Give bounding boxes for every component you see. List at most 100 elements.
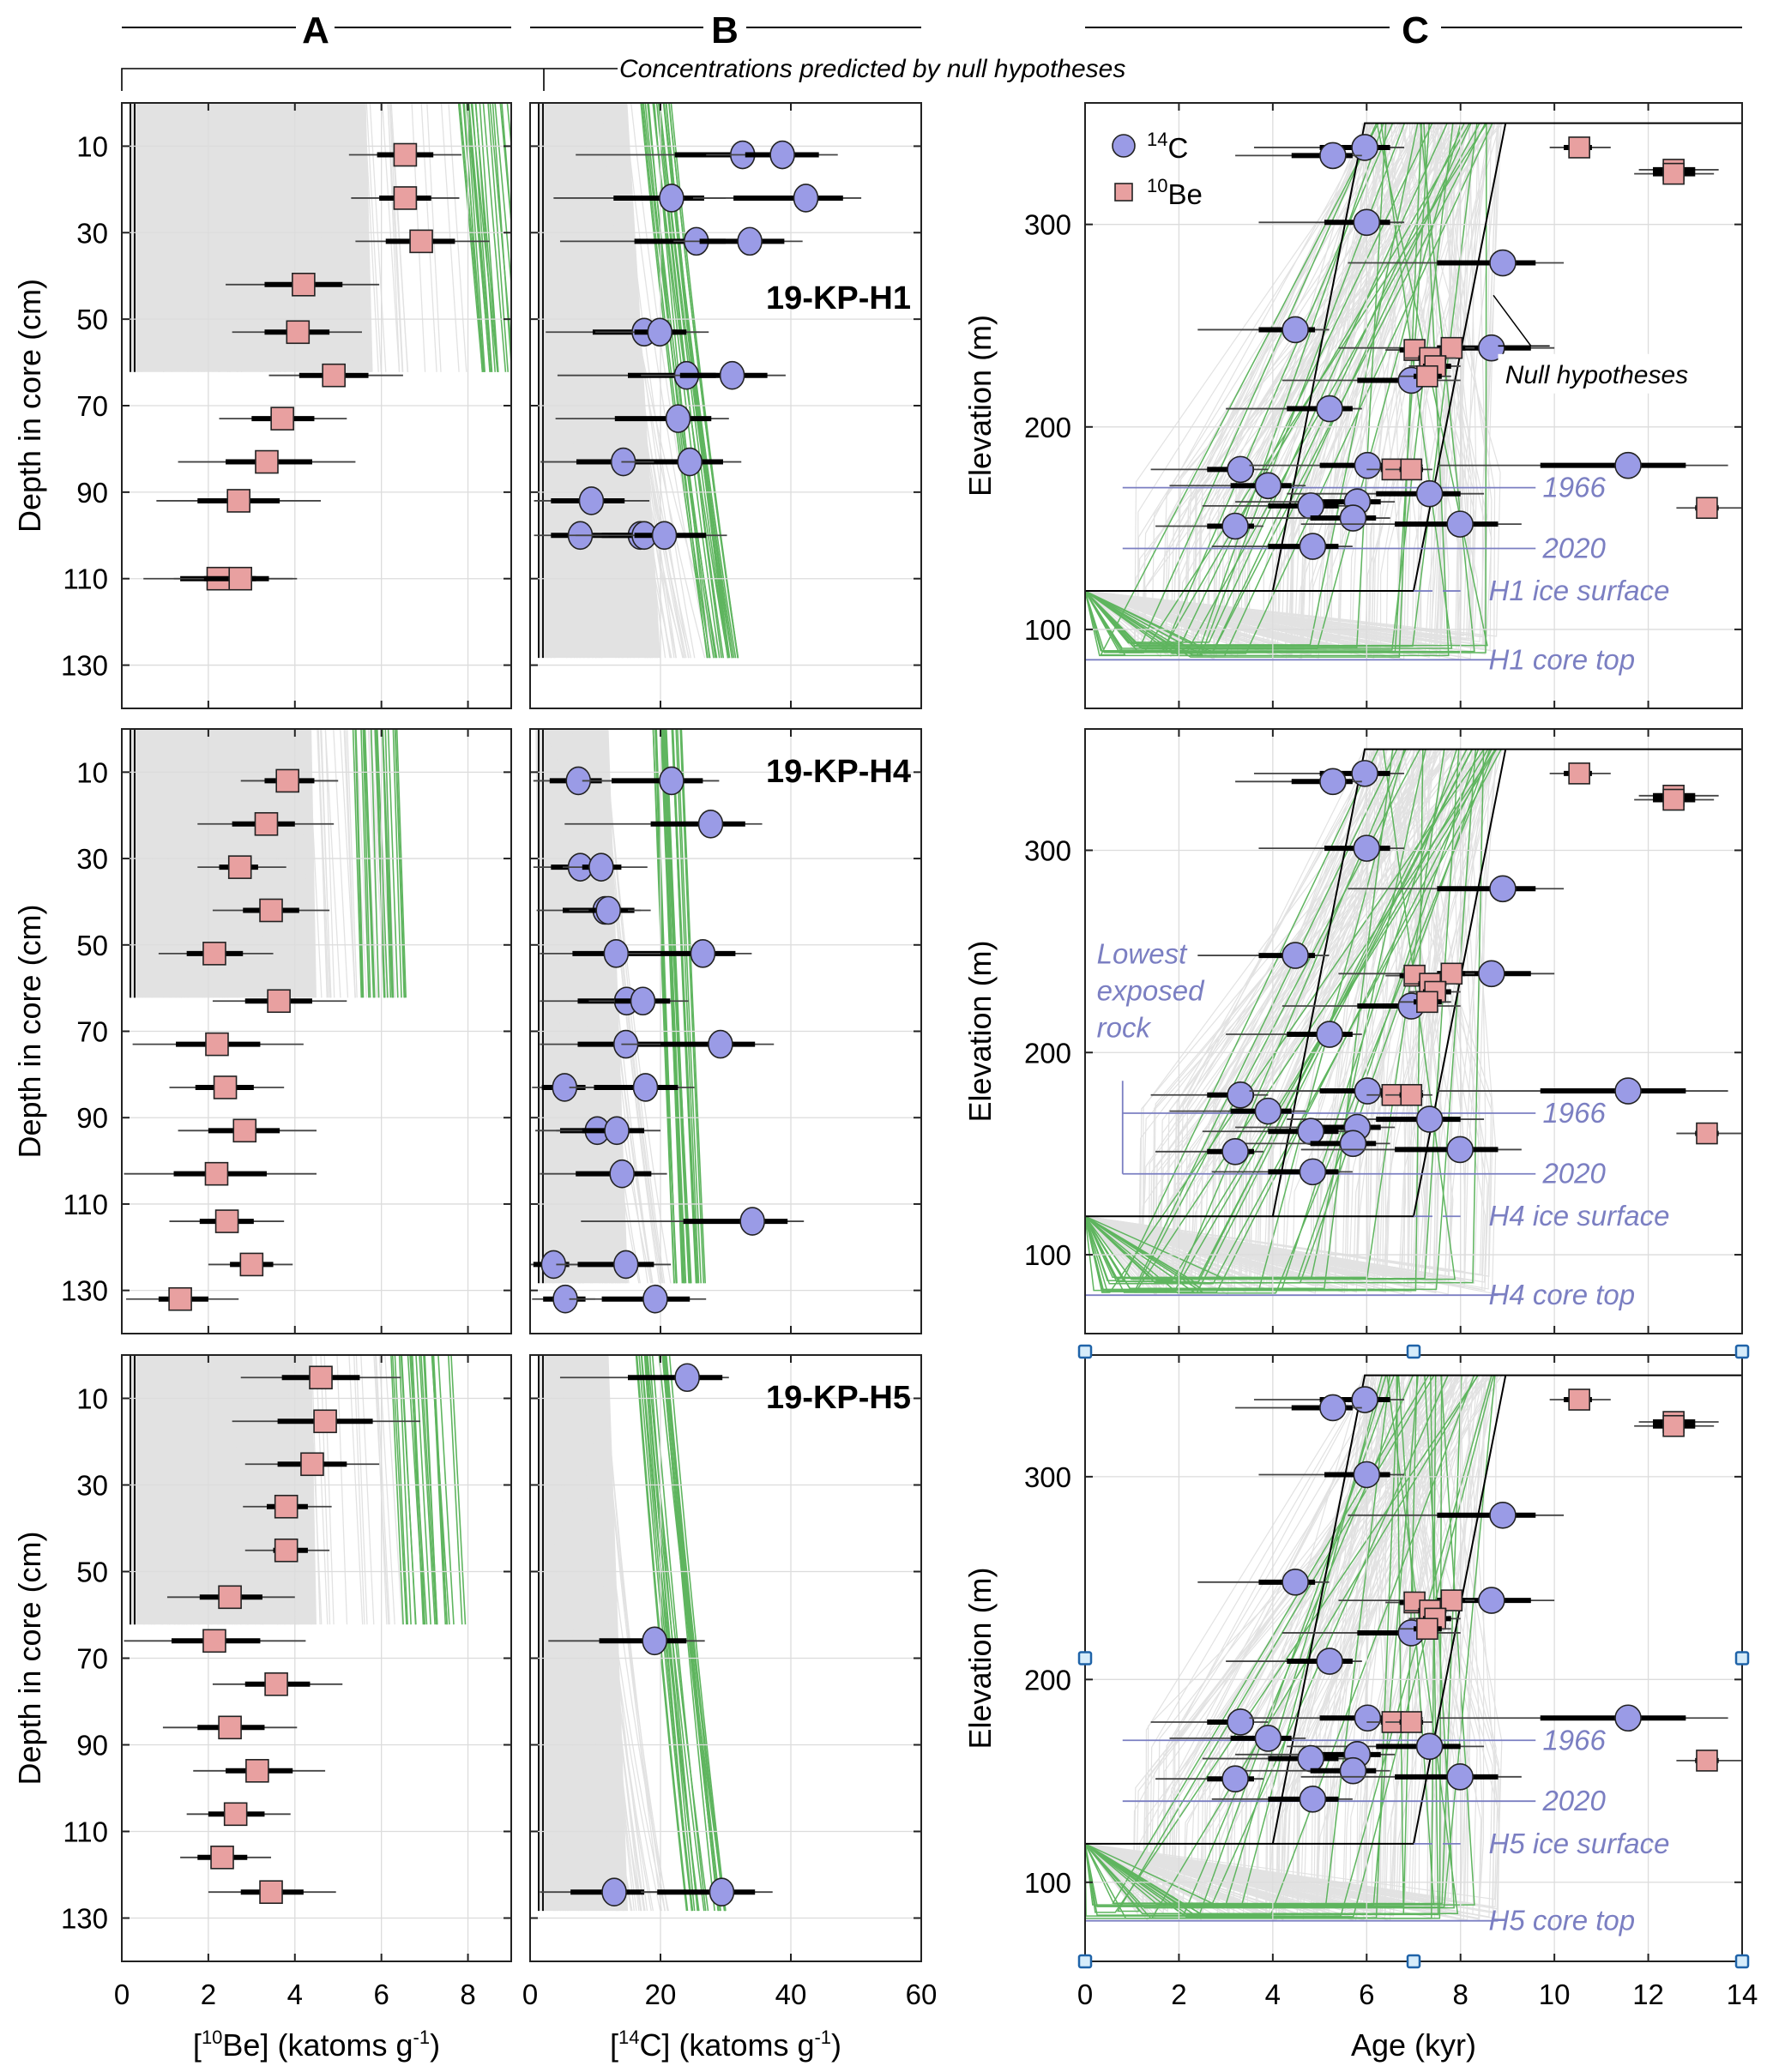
c14-data-point[interactable] bbox=[563, 852, 648, 882]
c14-data-point[interactable] bbox=[1300, 510, 1522, 538]
c14-data-point[interactable] bbox=[1300, 1135, 1522, 1164]
c14-data-point[interactable] bbox=[1169, 472, 1306, 500]
be10-square-marker[interactable] bbox=[1696, 497, 1718, 520]
c14-circle-marker[interactable] bbox=[1478, 1587, 1505, 1614]
c14-circle-marker[interactable] bbox=[1227, 455, 1254, 484]
c14-circle-marker[interactable] bbox=[1299, 533, 1327, 560]
be10-square-marker[interactable] bbox=[259, 898, 283, 923]
c14-data-point[interactable] bbox=[1235, 142, 1362, 170]
be10-square-marker[interactable] bbox=[286, 320, 311, 345]
c14-circle-marker[interactable] bbox=[1319, 768, 1347, 796]
c14-data-point[interactable] bbox=[1169, 1725, 1306, 1752]
be10-data-point[interactable] bbox=[1549, 136, 1611, 159]
be10-data-point[interactable] bbox=[208, 1880, 336, 1904]
c14-data-point[interactable] bbox=[595, 521, 727, 551]
c14-circle-marker[interactable] bbox=[1478, 960, 1505, 988]
c14-data-point[interactable] bbox=[1150, 455, 1269, 484]
be10-data-point[interactable] bbox=[169, 1209, 285, 1233]
c14-data-point[interactable] bbox=[1300, 1763, 1522, 1791]
be10-square-marker[interactable] bbox=[267, 989, 291, 1014]
be10-square-marker[interactable] bbox=[1416, 1617, 1438, 1641]
be10-data-point[interactable] bbox=[1549, 762, 1611, 785]
c14-circle-marker[interactable] bbox=[1254, 1725, 1282, 1752]
c14-circle-marker[interactable] bbox=[697, 809, 724, 839]
c14-circle-marker[interactable] bbox=[1489, 249, 1517, 277]
c14-data-point[interactable] bbox=[1150, 1081, 1269, 1109]
c14-circle-marker[interactable] bbox=[1446, 1135, 1474, 1164]
be10-data-point[interactable] bbox=[240, 768, 339, 793]
c14-circle-marker[interactable] bbox=[1221, 1137, 1249, 1166]
be10-square-marker[interactable] bbox=[1568, 762, 1590, 785]
c14-data-point[interactable] bbox=[1287, 479, 1485, 508]
c14-circle-marker[interactable] bbox=[1299, 1786, 1327, 1813]
c14-data-point[interactable] bbox=[1258, 1461, 1405, 1489]
c14-circle-marker[interactable] bbox=[1614, 451, 1642, 479]
c14-data-point[interactable] bbox=[540, 1159, 667, 1189]
c14-circle-marker[interactable] bbox=[659, 184, 684, 213]
c14-circle-marker[interactable] bbox=[1353, 834, 1381, 862]
selection-handle[interactable] bbox=[1734, 1651, 1750, 1665]
c14-circle-marker[interactable] bbox=[1316, 1021, 1343, 1048]
c14-circle-marker[interactable] bbox=[1282, 1569, 1309, 1596]
c14-circle-marker[interactable] bbox=[1319, 1394, 1347, 1422]
be10-square-marker[interactable] bbox=[1662, 1414, 1685, 1437]
be10-data-point[interactable] bbox=[1422, 336, 1475, 359]
c14-circle-marker[interactable] bbox=[642, 1284, 668, 1314]
be10-data-point[interactable] bbox=[180, 1846, 272, 1870]
c14-data-point[interactable] bbox=[564, 809, 763, 839]
be10-data-point[interactable] bbox=[348, 142, 461, 167]
be10-data-point[interactable] bbox=[173, 566, 298, 591]
be10-square-marker[interactable] bbox=[213, 1075, 238, 1099]
be10-data-point[interactable] bbox=[1634, 788, 1715, 811]
be10-square-marker[interactable] bbox=[1696, 1122, 1718, 1145]
c14-data-point[interactable] bbox=[1155, 512, 1263, 540]
c14-data-point[interactable] bbox=[532, 1073, 595, 1102]
be10-data-point[interactable] bbox=[212, 898, 330, 923]
c14-circle-marker[interactable] bbox=[1297, 492, 1324, 520]
c14-data-point[interactable] bbox=[1235, 768, 1362, 796]
c14-circle-marker[interactable] bbox=[739, 1207, 765, 1236]
be10-data-point[interactable] bbox=[1399, 991, 1451, 1014]
be10-data-point[interactable] bbox=[158, 942, 274, 966]
c14-circle-marker[interactable] bbox=[1614, 1704, 1642, 1732]
c14-data-point[interactable] bbox=[641, 360, 786, 390]
c14-data-point[interactable] bbox=[1253, 760, 1405, 787]
be10-data-point[interactable] bbox=[226, 272, 380, 297]
be10-data-point[interactable] bbox=[212, 1672, 343, 1696]
be10-square-marker[interactable] bbox=[1440, 962, 1463, 985]
be10-square-marker[interactable] bbox=[322, 363, 346, 388]
c14-circle-marker[interactable] bbox=[612, 1250, 639, 1280]
c14-circle-marker[interactable] bbox=[737, 226, 763, 256]
be10-square-marker[interactable] bbox=[168, 1286, 192, 1311]
c14-circle-marker[interactable] bbox=[632, 1073, 659, 1102]
be10-square-marker[interactable] bbox=[309, 1365, 333, 1390]
c14-data-point[interactable] bbox=[673, 226, 803, 256]
c14-data-point[interactable] bbox=[621, 447, 742, 477]
c14-circle-marker[interactable] bbox=[1489, 1501, 1517, 1529]
c14-circle-marker[interactable] bbox=[578, 486, 605, 515]
be10-data-point[interactable] bbox=[240, 1365, 401, 1390]
c14-data-point[interactable] bbox=[693, 184, 862, 213]
c14-circle-marker[interactable] bbox=[1354, 451, 1382, 479]
selection-handle[interactable] bbox=[1077, 1651, 1093, 1665]
selection-handle[interactable] bbox=[1077, 1344, 1093, 1359]
be10-square-marker[interactable] bbox=[409, 229, 433, 254]
c14-circle-marker[interactable] bbox=[609, 1159, 635, 1189]
c14-circle-marker[interactable] bbox=[1339, 1129, 1367, 1158]
c14-data-point[interactable] bbox=[1155, 1137, 1263, 1166]
be10-data-point[interactable] bbox=[178, 449, 356, 474]
be10-data-point[interactable] bbox=[193, 1759, 326, 1783]
c14-circle-marker[interactable] bbox=[601, 1877, 627, 1906]
c14-circle-marker[interactable] bbox=[1446, 1763, 1474, 1791]
c14-data-point[interactable] bbox=[621, 1029, 775, 1059]
c14-circle-marker[interactable] bbox=[1415, 1732, 1444, 1761]
be10-square-marker[interactable] bbox=[202, 1629, 226, 1653]
be10-square-marker[interactable] bbox=[245, 1759, 269, 1783]
c14-circle-marker[interactable] bbox=[1282, 316, 1309, 344]
be10-square-marker[interactable] bbox=[223, 1802, 248, 1827]
c14-circle-marker[interactable] bbox=[1351, 134, 1378, 161]
be10-square-marker[interactable] bbox=[1400, 1083, 1423, 1106]
c14-data-point[interactable] bbox=[1437, 451, 1728, 479]
be10-data-point[interactable] bbox=[244, 1452, 380, 1477]
be10-square-marker[interactable] bbox=[1400, 458, 1423, 481]
